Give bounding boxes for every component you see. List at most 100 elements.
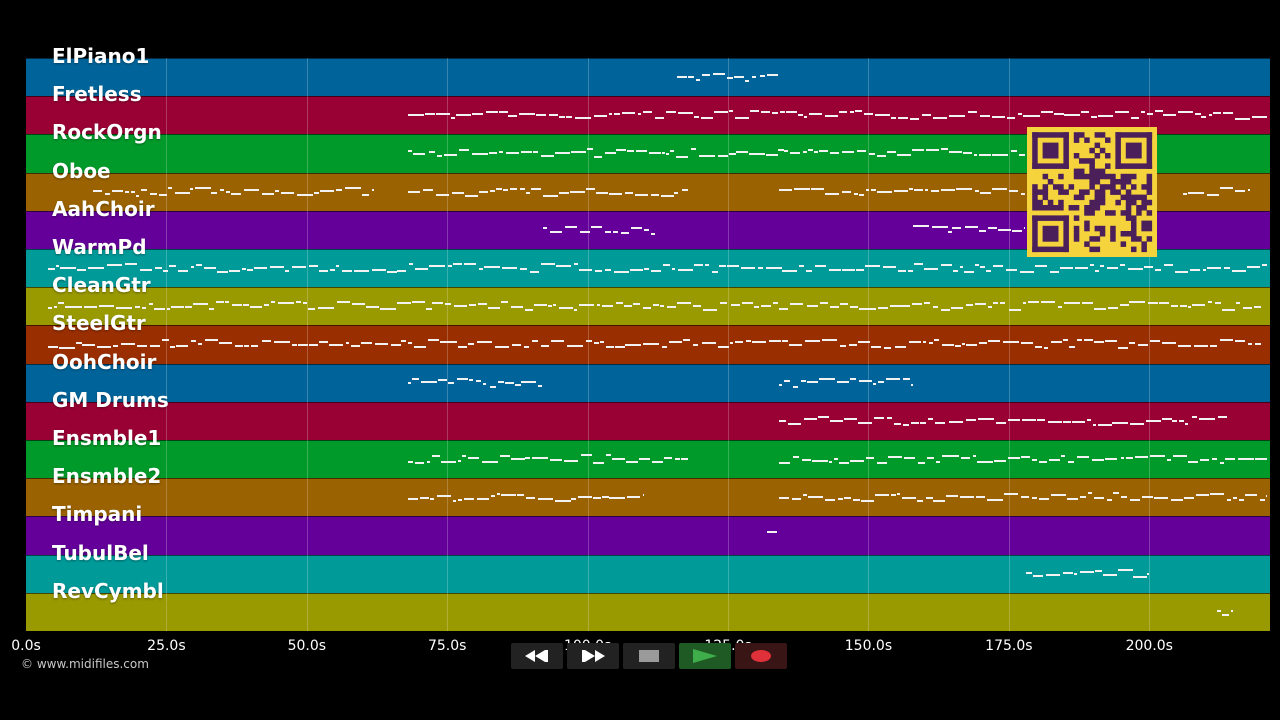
note-segment [113, 345, 118, 348]
note-segment [609, 113, 613, 116]
note-segment [806, 305, 819, 308]
note-segment [701, 342, 716, 345]
note-segment [190, 187, 194, 190]
qr-module [1141, 225, 1147, 232]
note-segment [963, 271, 974, 273]
qr-module [1115, 179, 1121, 185]
note-segment [242, 268, 246, 270]
note-segment [372, 269, 386, 271]
note-segment [1095, 569, 1103, 572]
rewind-icon [525, 650, 548, 662]
note-segment [458, 149, 470, 152]
note-segment [1077, 339, 1083, 342]
note-segment [692, 305, 702, 308]
gridline [868, 58, 870, 631]
note-segment [1187, 306, 1191, 309]
note-segment [830, 152, 840, 155]
qr-module [1037, 189, 1043, 195]
note-segment [978, 342, 987, 345]
stop-button[interactable] [623, 643, 675, 669]
qr-module [1084, 205, 1090, 211]
note-segment [620, 231, 629, 234]
note-segment [630, 226, 642, 229]
note-segment [426, 461, 431, 463]
note-segment [856, 150, 867, 153]
track-label: RockOrgn [52, 120, 162, 145]
note-segment [48, 268, 55, 270]
note-segment [134, 306, 141, 309]
note-segment [509, 187, 518, 190]
qr-module [1073, 231, 1080, 237]
note-segment [681, 188, 689, 191]
note-segment [873, 382, 877, 385]
play-button[interactable] [679, 643, 731, 669]
note-segment [1163, 114, 1177, 117]
note-segment [924, 188, 928, 191]
qr-module [1089, 163, 1095, 169]
note-segment [501, 301, 508, 304]
qr-module [1032, 199, 1038, 206]
note-segment [1159, 302, 1169, 305]
qr-module [1141, 199, 1147, 206]
note-segment [799, 265, 805, 267]
qr-module [1032, 132, 1069, 138]
note-segment [548, 114, 558, 117]
note-segment [1127, 268, 1144, 270]
note-segment [457, 499, 462, 502]
note-segment [819, 150, 828, 153]
note-segment [428, 151, 436, 154]
qr-module [1068, 184, 1075, 190]
note-segment [936, 461, 940, 463]
note-segment [767, 74, 779, 76]
fast-forward-button[interactable] [567, 643, 619, 669]
note-segment [1207, 267, 1221, 269]
note-segment [481, 461, 498, 463]
rewind-button[interactable] [511, 643, 563, 669]
note-segment [573, 263, 578, 265]
qr-module [1084, 220, 1090, 227]
note-segment [910, 118, 920, 121]
qr-module [1084, 210, 1090, 216]
note-segment [83, 306, 97, 309]
qr-module [1141, 241, 1147, 247]
note-segment [889, 305, 901, 308]
note-segment [116, 307, 132, 310]
qr-module [1131, 215, 1137, 221]
note-segment [1194, 113, 1201, 116]
note-segment [1037, 418, 1046, 421]
note-segment [650, 193, 659, 196]
note-segment [565, 116, 573, 119]
note-segment [225, 190, 231, 193]
note-segment [204, 339, 219, 342]
note-segment [495, 187, 502, 190]
note-segment [549, 459, 563, 461]
note-segment [1007, 457, 1021, 459]
note-segment [793, 385, 799, 388]
record-button[interactable] [735, 643, 787, 669]
qr-module [1125, 194, 1132, 201]
note-segment [1179, 305, 1187, 308]
note-segment [807, 149, 813, 152]
note-segment [351, 303, 366, 306]
qr-code [1027, 127, 1157, 257]
note-segment [154, 267, 163, 269]
note-segment [461, 455, 467, 457]
note-segment [578, 304, 595, 307]
note-segment [955, 345, 961, 348]
note-segment [812, 460, 829, 462]
qr-module [1110, 236, 1116, 242]
note-segment [948, 115, 965, 118]
note-segment [978, 417, 994, 420]
note-segment [511, 458, 525, 460]
note-segment [995, 421, 1006, 424]
note-segment [794, 187, 810, 190]
note-segment [517, 494, 525, 497]
note-segment [1235, 340, 1246, 343]
note-segment [924, 268, 939, 270]
note-segment [960, 496, 975, 499]
qr-module [1146, 220, 1153, 227]
note-segment [456, 377, 469, 380]
note-segment [231, 304, 242, 307]
qr-module [1115, 189, 1121, 195]
note-segment [976, 496, 985, 499]
